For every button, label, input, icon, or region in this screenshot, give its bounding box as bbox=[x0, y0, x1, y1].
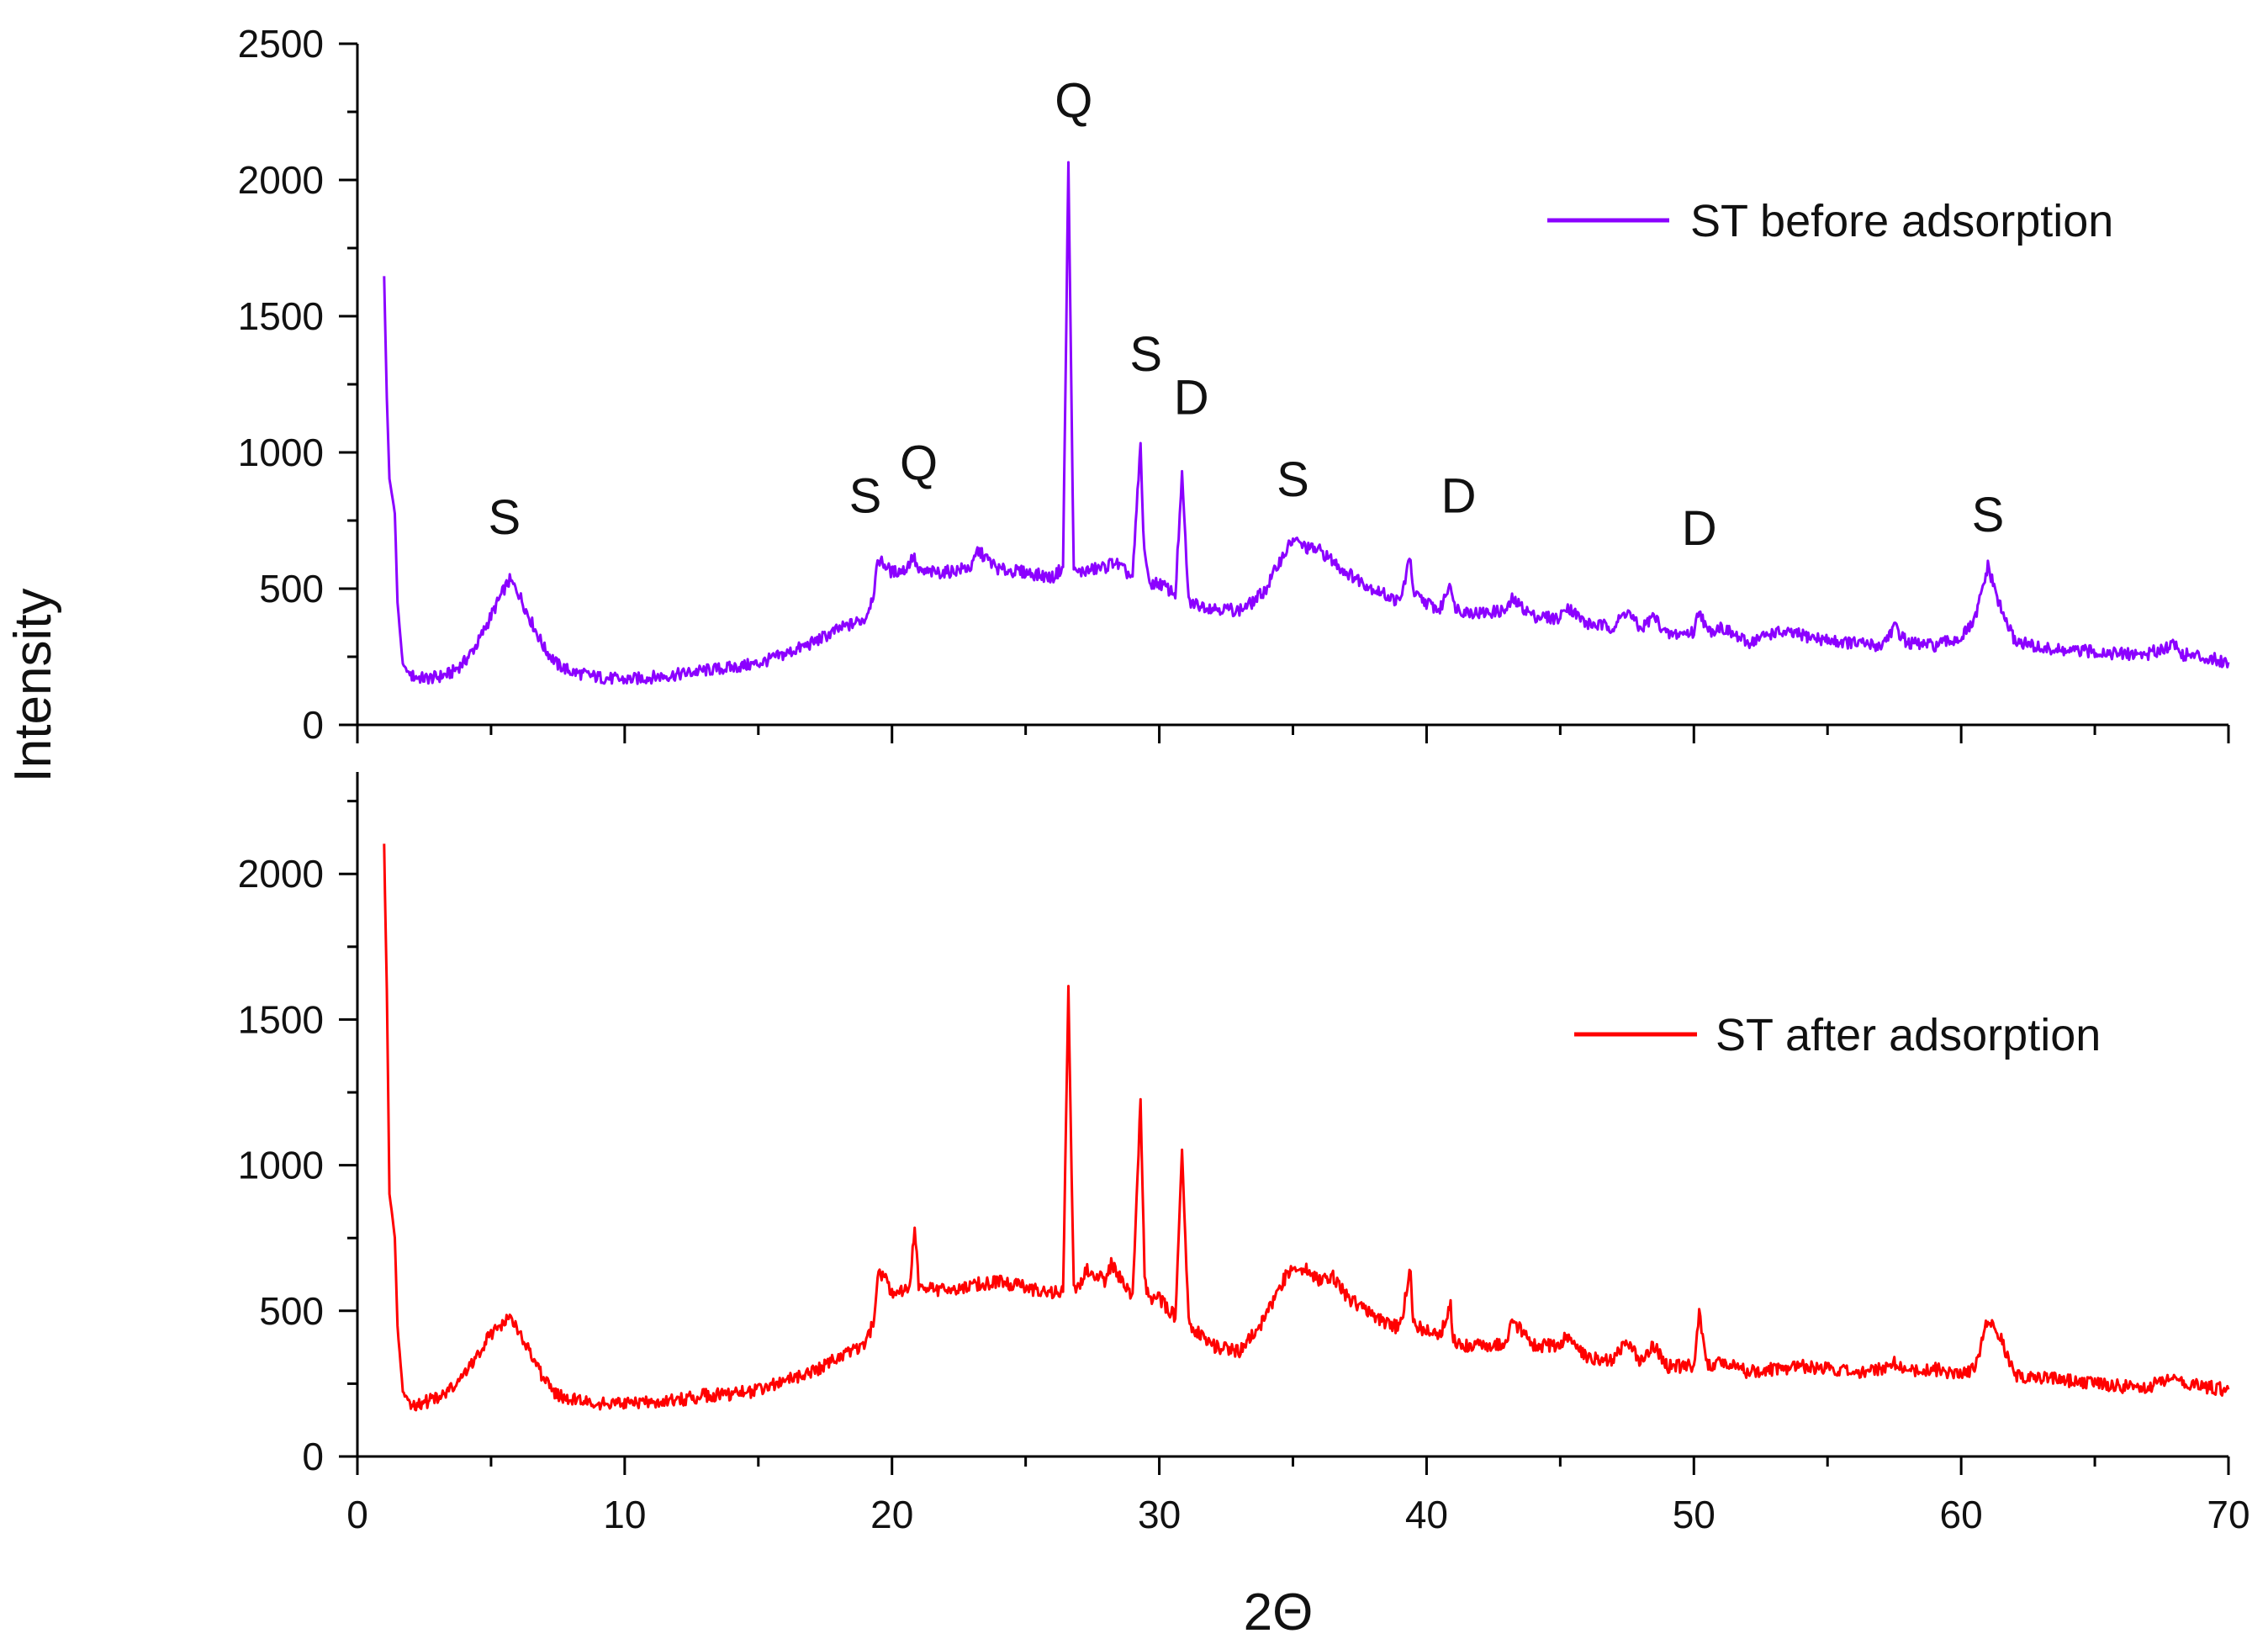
y-tick-label: 1000 bbox=[238, 1144, 324, 1187]
y-axis-title: Intensity bbox=[4, 589, 62, 783]
y-tick-label: 500 bbox=[259, 567, 324, 611]
x-tick-label: 30 bbox=[1138, 1493, 1181, 1536]
x-axis-title: 2Θ bbox=[1244, 1583, 1314, 1641]
y-tick-label: 0 bbox=[302, 1435, 324, 1478]
series-line-after bbox=[383, 843, 2230, 1412]
x-tick-label: 70 bbox=[2207, 1493, 2249, 1536]
y-tick-label: 1500 bbox=[238, 997, 324, 1041]
peak-label: S bbox=[488, 490, 521, 545]
panel-top: 0 500 1000 1500 2000 2500 ST before adsorption… bbox=[238, 22, 2230, 747]
x-tick-label: 60 bbox=[1940, 1493, 1983, 1536]
x-tick-label: 40 bbox=[1405, 1493, 1448, 1536]
y-tick-label: 500 bbox=[259, 1289, 324, 1333]
y-tick-label: 0 bbox=[302, 703, 324, 747]
panel-bottom: 0 500 1000 1500 2000 0 10 20 30 40 50 60 70 ST after … bbox=[238, 772, 2250, 1536]
peak-label: D bbox=[1441, 468, 1477, 523]
x-tick-label: 50 bbox=[1673, 1493, 1716, 1536]
x-tick-label: 20 bbox=[870, 1493, 913, 1536]
y-tick-label: 1000 bbox=[238, 431, 324, 474]
peak-label: S bbox=[1972, 488, 2005, 542]
x-tick-label: 0 bbox=[346, 1493, 368, 1536]
legend-label: ST before adsorption bbox=[1690, 196, 2113, 246]
y-tick-label: 2000 bbox=[238, 852, 324, 896]
y-tick-label: 2000 bbox=[238, 158, 324, 202]
peak-label: Q bbox=[900, 436, 938, 490]
x-tick-label: 10 bbox=[603, 1493, 646, 1536]
peak-label: S bbox=[849, 468, 882, 523]
peak-label: Q bbox=[1055, 73, 1092, 128]
y-tick-label: 1500 bbox=[238, 294, 324, 338]
series-line-before bbox=[383, 161, 2230, 685]
legend-label: ST after adsorption bbox=[1716, 1010, 2101, 1060]
y-tick-label: 2500 bbox=[238, 22, 324, 66]
peak-label: S bbox=[1129, 327, 1162, 382]
peak-label: S bbox=[1277, 452, 1309, 507]
peak-label: D bbox=[1682, 501, 1717, 556]
peak-label: D bbox=[1174, 371, 1209, 426]
